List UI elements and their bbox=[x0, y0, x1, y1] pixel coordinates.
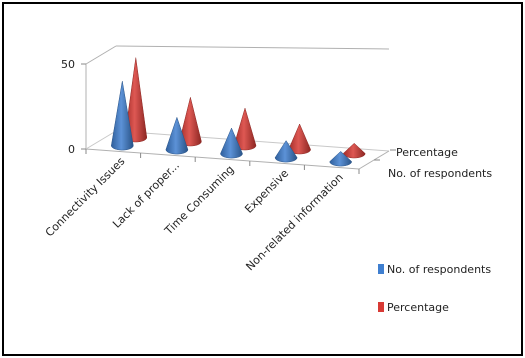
floor-left-edge bbox=[85, 130, 117, 150]
cone-respondents bbox=[111, 80, 134, 151]
cone-body bbox=[329, 151, 352, 167]
cone-percentage bbox=[342, 142, 366, 159]
y-tick-label: 0 bbox=[68, 143, 75, 156]
cone-respondents bbox=[274, 140, 298, 163]
cone-respondents bbox=[329, 151, 352, 167]
legend-swatch bbox=[378, 264, 384, 274]
depth-label-respondents: No. of respondents bbox=[388, 167, 492, 180]
cone-body bbox=[342, 142, 366, 159]
cone-respondents bbox=[165, 116, 189, 155]
legend-label: No. of respondents bbox=[387, 263, 491, 276]
back-wall-top bbox=[115, 45, 390, 50]
y-tick-label: 50 bbox=[61, 58, 75, 71]
cone-body bbox=[274, 140, 298, 163]
cone-respondents bbox=[220, 127, 243, 159]
legend-swatch bbox=[378, 302, 384, 312]
cone-body bbox=[111, 80, 134, 151]
legend-label: Percentage bbox=[387, 301, 449, 314]
chart-cones bbox=[111, 57, 366, 167]
legend: No. of respondents Percentage bbox=[378, 263, 491, 314]
floor-front-edge bbox=[85, 148, 360, 170]
depth-label-percentage: Percentage bbox=[396, 146, 458, 159]
x-tick-label: Expensive bbox=[242, 167, 291, 216]
back-wall-edge bbox=[85, 45, 117, 65]
x-tick-label: Non-related information bbox=[243, 171, 345, 273]
cone-body bbox=[220, 127, 243, 159]
cone-body bbox=[165, 116, 189, 155]
